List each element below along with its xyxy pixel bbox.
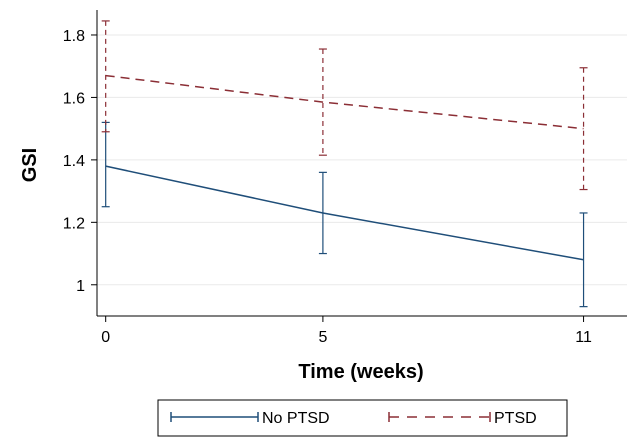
legend: No PTSD PTSD	[157, 399, 568, 437]
series-layer	[101, 20, 588, 308]
x-tick-label: 5	[318, 329, 327, 346]
x-tick-label: 0	[101, 329, 110, 346]
x-tick-label: 11	[575, 329, 592, 346]
y-tick-label: 1	[76, 278, 85, 295]
y-axis-title: GSI	[19, 148, 41, 182]
y-tick-label: 1.8	[63, 28, 85, 45]
y-tick-label: 1.2	[63, 215, 85, 232]
axes	[91, 10, 627, 322]
legend-label: PTSD	[494, 410, 537, 427]
y-tick-label: 1.4	[63, 153, 85, 170]
legend-box	[157, 399, 568, 437]
legend-item: No PTSD	[170, 410, 330, 427]
x-axis-title: Time (weeks)	[298, 361, 423, 383]
y-tick-label: 1.6	[63, 90, 85, 107]
series-no-ptsd	[101, 121, 588, 308]
series-ptsd	[101, 20, 588, 191]
series-line	[105, 165, 584, 261]
legend-label: No PTSD	[262, 410, 330, 427]
grid-lines	[97, 34, 627, 286]
tick-labels: 1 1.2 1.4 1.6 1.8 0 5 11	[63, 28, 592, 346]
series-line	[105, 74, 584, 130]
legend-item: PTSD	[388, 410, 537, 427]
